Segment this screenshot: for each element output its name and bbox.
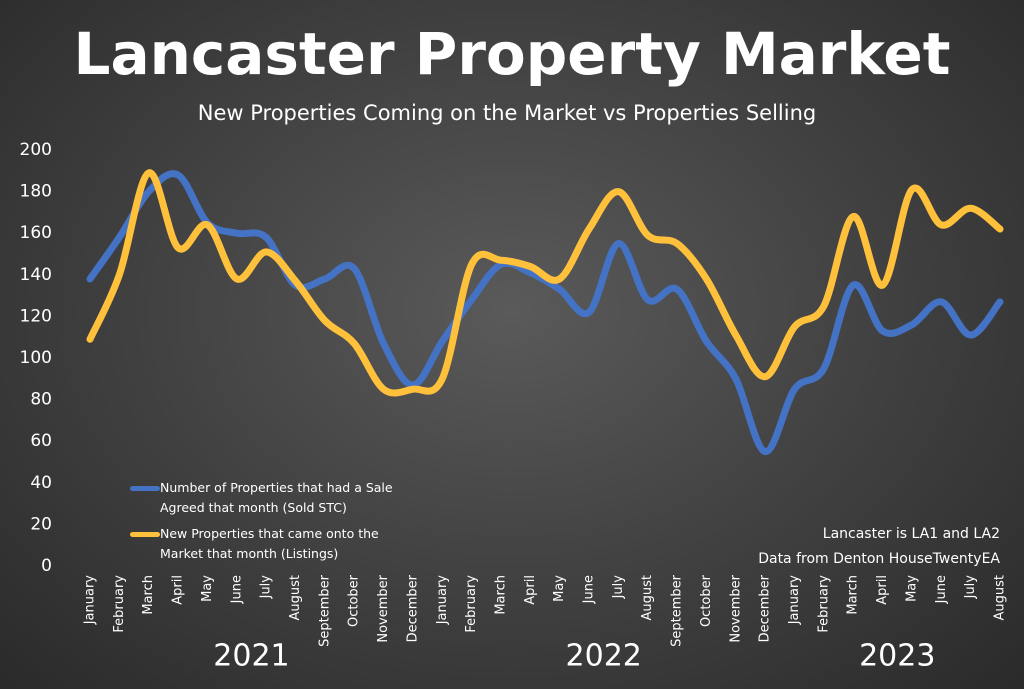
x-tick-label: April (171, 575, 186, 605)
year-label: 2023 (859, 639, 935, 674)
x-tick-label: June (582, 575, 597, 604)
year-label: 2022 (566, 639, 642, 674)
x-tick-label: June (229, 575, 244, 604)
y-tick-label: 20 (30, 514, 52, 534)
x-tick-label: February (464, 575, 479, 633)
series-line (86, 170, 1004, 456)
x-tick-label: August (993, 575, 1008, 621)
y-tick-label: 0 (41, 556, 52, 576)
x-tick-label: May (904, 575, 919, 602)
x-tick-label: January (83, 575, 98, 626)
legend-label: New Properties that came onto the Market… (160, 526, 379, 561)
chart-title: Lancaster Property Market (74, 20, 951, 88)
y-tick-label: 120 (20, 306, 52, 326)
legend: Number of Properties that had a Sale Agr… (130, 478, 405, 570)
legend-item: Number of Properties that had a Sale Agr… (130, 478, 405, 518)
x-tick-label: April (523, 575, 538, 605)
x-tick-label: October (699, 574, 714, 627)
legend-swatch (130, 532, 160, 537)
y-tick-label: 200 (20, 140, 52, 160)
x-tick-label: May (200, 575, 215, 602)
legend-swatch (130, 486, 160, 491)
annotation: Data from Denton HouseTwentyEA (758, 551, 1000, 567)
x-tick-label: January (787, 575, 802, 626)
chart-subtitle: New Properties Coming on the Market vs P… (198, 101, 816, 125)
x-tick-label: December (405, 574, 420, 642)
x-tick-label: January (435, 575, 450, 626)
x-tick-label: July (611, 575, 626, 600)
x-tick-label: November (376, 574, 391, 642)
y-tick-label: 140 (20, 265, 52, 285)
annotation: Lancaster is LA1 and LA2 (823, 526, 1000, 542)
y-tick-label: 100 (20, 348, 52, 368)
y-tick-label: 180 (20, 182, 52, 202)
x-tick-label: September (317, 574, 332, 647)
x-tick-label: July (963, 575, 978, 600)
x-tick-label: July (259, 575, 274, 600)
x-tick-label: June (934, 575, 949, 604)
x-tick-label: October (347, 574, 362, 627)
y-tick-label: 40 (30, 473, 52, 493)
x-tick-label: May (552, 575, 567, 602)
x-tick-label: February (816, 575, 831, 633)
y-tick-label: 60 (30, 431, 52, 451)
x-tick-label: November (728, 574, 743, 642)
x-tick-label: August (288, 575, 303, 621)
x-tick-label: December (758, 574, 773, 642)
legend-label: Number of Properties that had a Sale Agr… (160, 480, 393, 515)
x-tick-label: March (141, 575, 156, 615)
x-tick-label: April (875, 575, 890, 605)
legend-item: New Properties that came onto the Market… (130, 524, 405, 564)
x-tick-label: March (846, 575, 861, 615)
x-tick-label: March (493, 575, 508, 615)
x-tick-label: February (112, 575, 127, 633)
series-line (86, 169, 1004, 397)
year-label: 2021 (213, 639, 289, 674)
y-tick-label: 80 (30, 390, 52, 410)
x-tick-label: September (670, 574, 685, 647)
y-tick-label: 160 (20, 223, 52, 243)
x-tick-label: August (640, 575, 655, 621)
